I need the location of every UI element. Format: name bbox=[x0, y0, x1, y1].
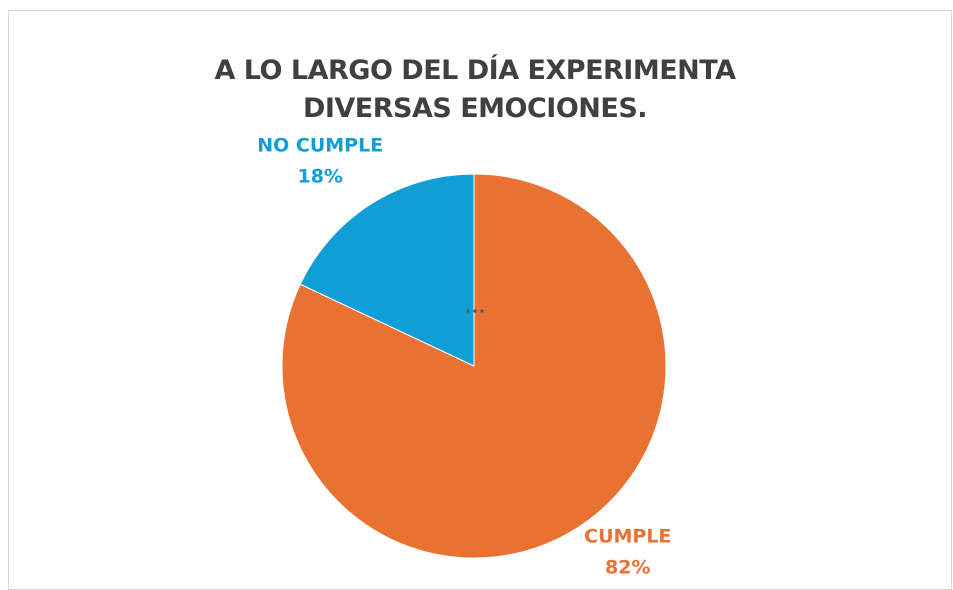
more-icon bbox=[466, 309, 484, 313]
category-label: NO CUMPLE bbox=[257, 135, 383, 157]
value-label: 18% bbox=[297, 166, 342, 188]
value-label: 82% bbox=[605, 557, 650, 579]
chart-title: A LO LARGO DEL DÍA EXPERIMENTA DIVERSAS … bbox=[214, 55, 736, 124]
category-label: CUMPLE bbox=[584, 526, 671, 548]
pie-slice bbox=[299, 173, 475, 367]
